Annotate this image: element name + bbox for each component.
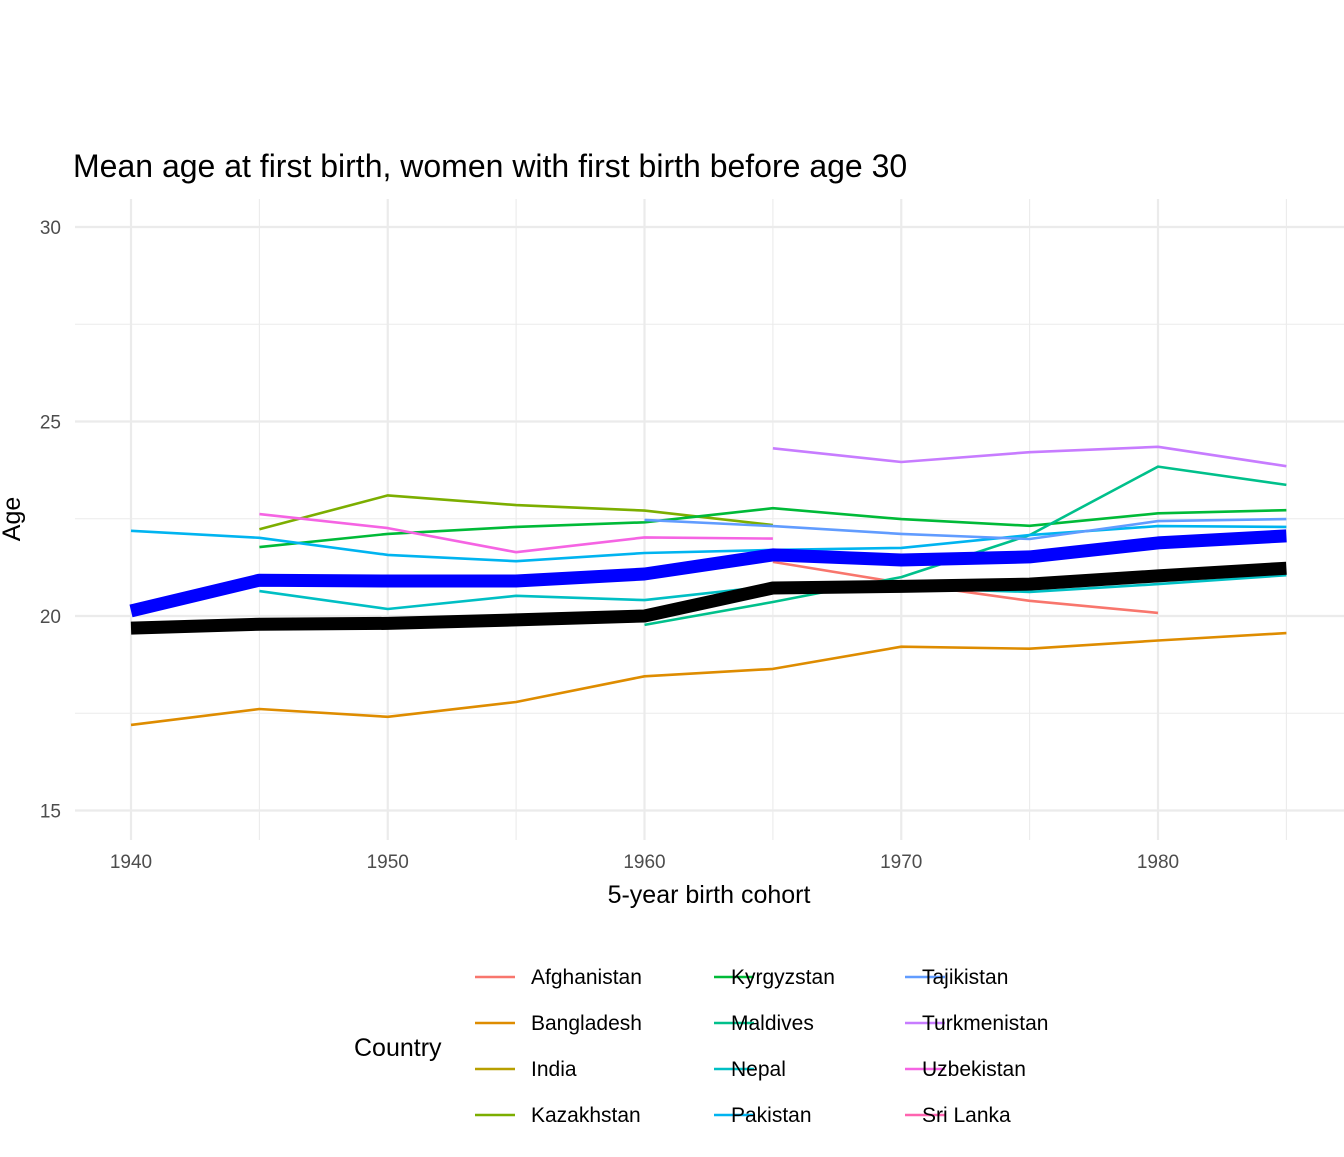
x-tick-label: 1950 [367, 852, 409, 873]
legend-label-afghanistan: Afghanistan [531, 966, 642, 989]
series-line-kazakhstan [259, 494, 774, 531]
highlight-line-black [130, 561, 1287, 635]
series-line-tajikistan [644, 517, 1287, 541]
y-tick-label: 20 [40, 607, 61, 628]
x-tick-label: 1980 [1137, 852, 1179, 873]
series-line-uzbekistan [259, 512, 773, 554]
legend-label-sri-lanka: Sri Lanka [922, 1104, 1011, 1127]
chart-title: Mean age at first birth, women with firs… [73, 148, 907, 184]
y-axis-ticks: 15 20 25 30 [40, 218, 61, 823]
legend-label-nepal: Nepal [731, 1058, 786, 1081]
y-tick-label: 30 [40, 218, 61, 239]
x-axis-ticks: 1940 1950 1960 1970 1980 [110, 852, 1179, 873]
series-line-bangladesh [130, 631, 1287, 727]
x-tick-label: 1940 [110, 852, 152, 873]
legend: Afghanistan Bangladesh India Kazakhstan Kyrg… [475, 966, 1048, 1127]
series-line-turkmenistan [772, 445, 1287, 468]
x-tick-label: 1970 [880, 852, 922, 873]
x-axis-label: 5-year birth cohort [608, 881, 811, 909]
y-tick-label: 25 [40, 413, 61, 434]
legend-label-bangladesh: Bangladesh [531, 1012, 642, 1035]
legend-label-india: India [531, 1058, 577, 1081]
highlight-line-blue [129, 529, 1287, 618]
series-line-kyrgyzstan [259, 506, 1287, 549]
legend-label-tajikistan: Tajikistan [922, 966, 1008, 989]
series-lines [129, 445, 1287, 727]
legend-title: Country [354, 1034, 442, 1062]
y-axis-label: Age [0, 497, 26, 541]
legend-label-uzbekistan: Uzbekistan [922, 1058, 1026, 1081]
legend-label-kyrgyzstan: Kyrgyzstan [731, 966, 835, 989]
legend-label-turkmenistan: Turkmenistan [922, 1012, 1048, 1035]
x-tick-label: 1960 [623, 852, 665, 873]
legend-label-maldives: Maldives [731, 1012, 814, 1035]
series-line-afghanistan [772, 560, 1159, 615]
legend-label-pakistan: Pakistan [731, 1104, 812, 1127]
y-tick-label: 15 [40, 802, 61, 823]
legend-label-kazakhstan: Kazakhstan [531, 1104, 641, 1127]
grid [75, 199, 1344, 840]
